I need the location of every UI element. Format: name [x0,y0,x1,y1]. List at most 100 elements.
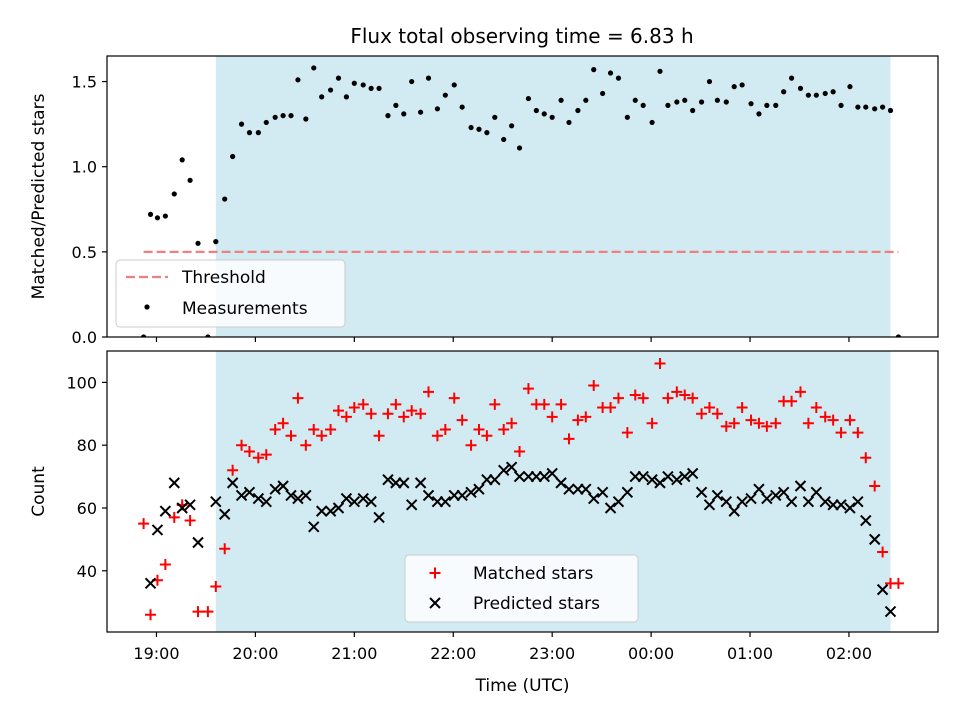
measurement-point [682,97,688,103]
predicted-star-point [794,480,807,492]
matched-star-point [646,417,658,429]
matched-star-point [325,423,337,435]
x-tick-label: 22:00 [430,644,476,663]
matched-star-point [844,414,856,426]
predicted-star-point [176,502,188,514]
predicted-star-point [168,477,180,489]
predicted-star-point [422,489,435,502]
y-tick-label: 80 [77,436,97,455]
measurement-point [657,68,663,74]
predicted-star-point [637,470,649,483]
measurement-point [805,92,812,98]
matched-star-point [637,392,649,404]
measurement-point [303,116,309,122]
predicted-star-point [405,499,418,511]
measurement-point [351,80,357,86]
measurement-point [714,97,720,103]
measurement-point [830,89,836,95]
y-tick-label: 0.0 [72,328,97,347]
measurement-point [343,94,350,100]
matched-star-point [184,515,196,527]
measurement-point [509,123,515,129]
predicted-star-point [884,605,897,618]
matched-star-point [892,577,904,589]
legend-predicted-swatch [429,597,441,609]
matched-star-point [456,414,468,426]
predicted-star-point [373,511,385,524]
measurement-point [319,94,325,100]
legend: Matched stars Predicted stars [404,554,639,623]
predicted-star-point [513,470,526,483]
matched-star-point [465,439,477,451]
predicted-star-point [695,486,708,498]
predicted-star-point [414,477,427,489]
matched-star-point [252,452,264,464]
matched-star-point [621,427,633,439]
matched-star-point [260,449,272,461]
measurement-point [501,136,507,143]
matched-star-point [745,414,757,426]
predicted-star-point [860,514,872,527]
measurement-point [895,334,902,337]
measurement-point [179,157,185,163]
predicted-star-point [277,480,289,492]
predicted-star-point [777,486,790,498]
measurement-point [205,334,211,337]
x-tick-label: 19:00 [133,644,179,663]
measurement-point [222,196,228,202]
measurement-point [525,95,532,102]
bottom-panel-star-counts: 40 60 80 100 19:00 20:00 21:00 22:00 23:00 00:00 0… [29,350,939,696]
predicted-star-point [456,489,468,502]
measurement-point [674,99,680,105]
measurement-point [533,107,539,114]
legend-matched-swatch [429,567,441,579]
measurement-point [615,75,622,81]
predicted-star-point [473,483,485,495]
predicted-star-point [260,495,272,508]
predicted-star-point [538,470,550,483]
predicted-star-point [226,477,239,489]
top-panel-flux-ratio: 0.0 0.5 1.0 1.5 Matched/Predicted stars Thres… [29,55,939,347]
matched-star-point [332,405,344,417]
predicted-star-point [844,502,856,514]
measurement-point [162,213,168,219]
x-tick-label: 23:00 [529,644,575,663]
axes-frame [106,350,939,633]
predicted-star-point [835,499,847,511]
predicted-star-point [235,489,248,502]
measurement-point [295,77,301,83]
measurement-point [690,107,696,114]
measurement-point [418,109,424,115]
measurement-point [288,113,294,119]
measurement-point [607,70,614,76]
predicted-star-point [662,470,674,483]
matched-star-point [538,398,550,410]
predicted-star-point [505,461,518,473]
predicted-star-point [621,486,634,498]
predicted-star-point [563,483,575,495]
legend-box [404,554,639,623]
predicted-star-point [219,508,231,520]
measurement-point [788,75,795,81]
predicted-star-point [711,489,724,502]
predicted-star-point [365,495,377,508]
matched-star-point [145,609,157,621]
predicted-star-point [686,467,699,480]
axes-frame [106,55,939,338]
predicted-star-point [357,492,369,505]
matched-star-point [671,386,683,398]
predicted-star-point [292,492,304,505]
legend-matched-label: Matched stars [473,564,593,584]
measurement-point [154,215,161,221]
matched-star-point [202,606,214,618]
predicted-star-point [269,483,281,495]
predicted-star-point [489,474,501,486]
measurement-point [335,75,342,81]
measurement-point [698,99,705,105]
predicted-star-point [761,492,773,505]
matched-star-point [423,386,435,398]
measurement-point [468,124,474,131]
predicted-star-point [315,505,328,517]
measurement-point [484,130,490,136]
